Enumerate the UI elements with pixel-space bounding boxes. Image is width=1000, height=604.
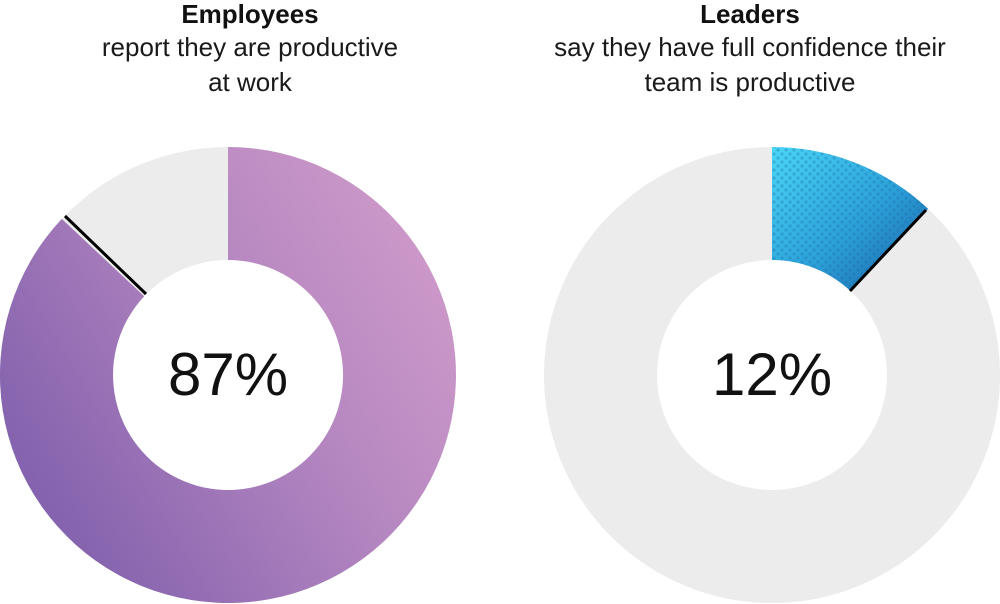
employees-heading: Employees report they are productive at … — [0, 0, 500, 100]
employees-subtitle-line2: at work — [208, 67, 292, 97]
leaders-title: Leaders — [700, 0, 800, 29]
employees-percent-label: 87% — [167, 341, 289, 408]
leaders-donut-chart — [544, 147, 1000, 603]
employees-slice-divider — [63, 214, 148, 296]
employees-donut-chart — [0, 147, 456, 603]
leaders-percent-label: 12% — [711, 341, 833, 408]
leaders-heading: Leaders say they have full confidence th… — [500, 0, 1000, 100]
employees-productive-slice — [0, 147, 456, 603]
leaders-panel: Leaders say they have full confidence th… — [500, 0, 1000, 604]
leaders-subtitle-line2: team is productive — [644, 67, 856, 97]
employees-panel: Employees report they are productive at … — [0, 0, 500, 603]
leaders-slice-divider — [848, 208, 928, 293]
leaders-subtitle-line1: say they have full confidence their — [554, 32, 946, 62]
leaders-confidence-slice — [772, 147, 929, 292]
employees-title: Employees — [181, 0, 319, 29]
employees-subtitle-line1: report they are productive — [101, 32, 399, 62]
